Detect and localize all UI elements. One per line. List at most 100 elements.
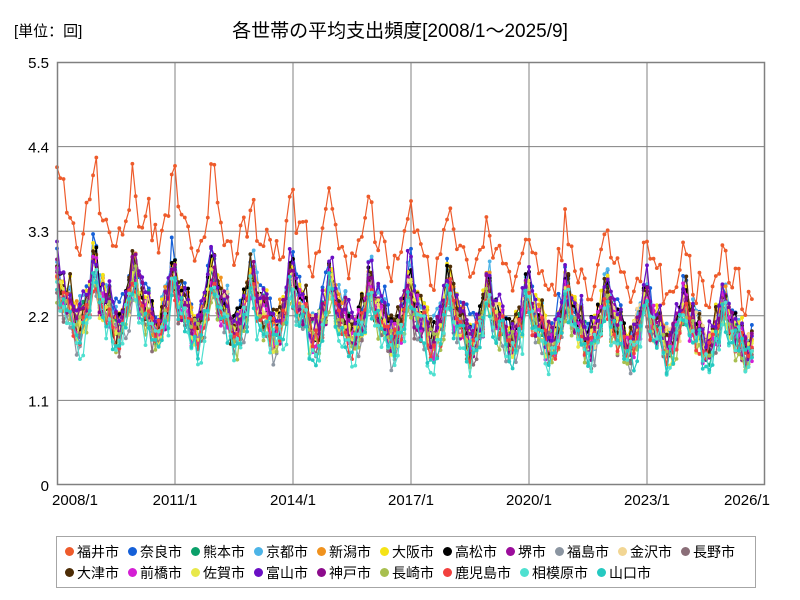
data-point-marker <box>297 274 302 279</box>
data-point-marker <box>569 333 574 338</box>
legend-item-金沢市[interactable]: 金沢市 <box>618 545 672 559</box>
data-point-marker <box>238 345 243 350</box>
data-point-marker <box>232 263 236 267</box>
data-point-marker <box>261 332 266 337</box>
data-point-marker <box>559 258 564 263</box>
data-point-marker <box>628 325 633 330</box>
data-point-marker <box>241 287 246 292</box>
legend-item-熊本市[interactable]: 熊本市 <box>191 545 245 559</box>
data-point-marker <box>517 317 522 322</box>
data-point-marker <box>727 341 731 346</box>
data-point-marker <box>458 323 463 328</box>
data-point-marker <box>336 332 341 337</box>
legend-item-高松市[interactable]: 高松市 <box>443 545 497 559</box>
data-point-marker <box>61 177 66 181</box>
data-point-marker <box>137 224 141 229</box>
legend-item-大阪市[interactable]: 大阪市 <box>380 545 434 559</box>
legend-item-福島市[interactable]: 福島市 <box>555 545 609 559</box>
data-point-marker <box>517 261 522 266</box>
data-point-marker <box>389 368 394 373</box>
data-point-marker <box>376 248 381 253</box>
legend-item-奈良市[interactable]: 奈良市 <box>128 545 182 559</box>
data-point-marker <box>546 372 551 377</box>
legend-item-新潟市[interactable]: 新潟市 <box>317 545 371 559</box>
data-point-marker <box>631 342 636 347</box>
data-point-marker <box>428 317 433 321</box>
data-point-marker <box>458 243 463 248</box>
legend-item-長崎市[interactable]: 長崎市 <box>380 566 434 580</box>
data-point-marker <box>749 297 754 302</box>
legend-item-鹿児島市[interactable]: 鹿児島市 <box>443 566 511 580</box>
data-point-marker <box>736 266 741 271</box>
data-point-marker <box>399 319 404 324</box>
data-point-marker <box>504 342 508 347</box>
legend-item-京都市[interactable]: 京都市 <box>254 545 308 559</box>
legend-item-神戸市[interactable]: 神戸市 <box>317 566 371 580</box>
data-point-marker <box>464 257 469 262</box>
data-point-marker <box>517 326 522 331</box>
data-point-marker <box>277 324 282 329</box>
data-point-marker <box>697 320 702 325</box>
data-point-marker <box>189 317 194 322</box>
data-point-marker <box>595 262 600 267</box>
data-point-marker <box>169 276 174 281</box>
data-point-marker <box>78 357 82 362</box>
data-point-marker <box>274 325 279 330</box>
data-point-marker <box>687 253 692 258</box>
data-point-marker <box>418 326 423 330</box>
data-point-marker <box>497 243 502 248</box>
data-point-marker <box>64 321 69 326</box>
data-point-marker <box>556 291 561 296</box>
data-point-marker <box>307 264 312 269</box>
legend-item-label: 佐賀市 <box>203 564 245 581</box>
data-point-marker <box>137 273 141 278</box>
data-point-marker <box>540 269 545 273</box>
legend-item-相模原市[interactable]: 相模原市 <box>520 566 588 580</box>
data-point-marker <box>625 361 630 366</box>
legend-item-前橋市[interactable]: 前橋市 <box>128 566 182 580</box>
data-point-marker <box>114 348 118 352</box>
data-point-marker <box>668 289 672 294</box>
data-point-marker <box>415 324 420 329</box>
legend-item-福井市[interactable]: 福井市 <box>65 545 119 559</box>
data-point-marker <box>527 290 531 295</box>
data-point-marker <box>471 351 476 355</box>
data-point-marker <box>733 311 738 316</box>
legend-item-堺市[interactable]: 堺市 <box>506 545 546 559</box>
data-point-marker <box>320 288 325 293</box>
data-point-marker <box>687 316 692 320</box>
data-point-marker <box>146 291 151 296</box>
data-point-marker <box>418 313 423 318</box>
data-point-marker <box>645 285 649 290</box>
data-point-marker <box>104 324 109 329</box>
data-point-marker <box>232 319 236 323</box>
data-point-marker <box>402 339 407 344</box>
legend-item-大津市[interactable]: 大津市 <box>65 566 119 580</box>
data-point-marker <box>651 303 656 308</box>
legend-item-富山市[interactable]: 富山市 <box>254 566 308 580</box>
data-point-marker <box>540 329 545 333</box>
data-point-marker <box>454 340 459 345</box>
data-point-marker <box>389 279 394 284</box>
data-point-marker <box>684 323 689 327</box>
data-point-marker <box>379 304 384 309</box>
data-point-marker <box>727 301 731 306</box>
data-point-marker <box>81 289 86 294</box>
data-point-marker <box>169 261 174 265</box>
data-point-marker <box>618 341 623 346</box>
data-point-marker <box>674 302 679 306</box>
data-point-marker <box>74 333 79 337</box>
data-point-marker <box>599 332 604 337</box>
data-point-marker <box>700 366 705 371</box>
data-point-marker <box>579 319 584 324</box>
data-point-marker <box>222 297 227 302</box>
legend-item-長野市[interactable]: 長野市 <box>681 545 735 559</box>
data-point-marker <box>284 342 289 347</box>
data-point-marker <box>707 340 712 345</box>
legend-item-佐賀市[interactable]: 佐賀市 <box>191 566 245 580</box>
data-point-marker <box>690 297 695 302</box>
legend-item-山口市[interactable]: 山口市 <box>597 566 651 580</box>
data-point-marker <box>336 292 341 297</box>
data-point-marker <box>579 342 584 347</box>
data-point-marker <box>658 303 663 308</box>
